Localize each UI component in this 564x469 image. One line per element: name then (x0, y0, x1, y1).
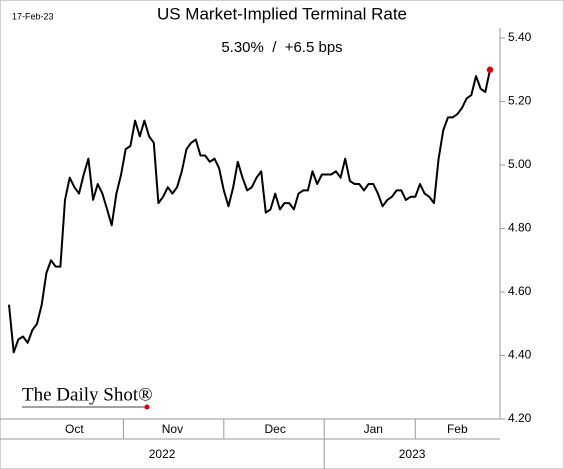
chart-title: US Market-Implied Terminal Rate (157, 4, 407, 23)
x-tick-label: Dec (265, 422, 286, 436)
x-tick-label: Oct (65, 422, 84, 436)
y-tick-label: 5.00 (508, 157, 532, 171)
y-tick-label: 4.60 (508, 284, 532, 298)
date-label: 17-Feb-23 (12, 11, 54, 21)
line (8, 69, 491, 354)
watermark-dot (144, 404, 150, 410)
x-tick-label: Jan (364, 422, 383, 436)
year-label: 2022 (149, 447, 176, 461)
year-label: 2023 (399, 447, 426, 461)
x-tick-label: Feb (447, 422, 468, 436)
x-tick-label: Nov (162, 422, 183, 436)
y-tick-label: 4.80 (508, 221, 532, 235)
watermark: The Daily Shot® (22, 384, 153, 405)
y-tick-label: 5.40 (508, 30, 532, 44)
y-tick-label: 5.20 (508, 94, 532, 108)
last-point (486, 66, 494, 73)
y-tick-label: 4.20 (508, 411, 532, 425)
y-tick-label: 4.40 (508, 348, 532, 362)
chart-subtitle: 5.30% / +6.5 bps (221, 39, 342, 56)
